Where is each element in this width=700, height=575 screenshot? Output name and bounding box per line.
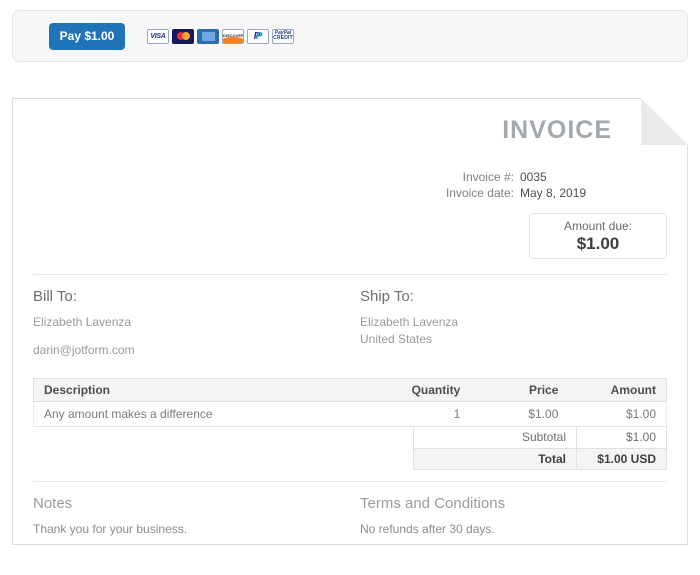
amount-due-box: Amount due: $1.00 (529, 213, 667, 259)
col-header-description: Description (32, 378, 401, 402)
paypal-p-back: P (253, 30, 261, 42)
paypal-credit-label-line1: PayPal (274, 30, 292, 36)
items-table-header-row: Description Quantity Price Amount (32, 378, 668, 402)
payment-bar: Pay $1.00 VISA DISCOVER P P PayPal (12, 10, 688, 62)
terms-text: No refunds after 30 days. (360, 522, 495, 536)
mastercard-icon (172, 28, 194, 44)
item-row: Any amount makes a difference 1 $1.00 $1… (32, 401, 668, 427)
discover-icon: DISCOVER (222, 28, 244, 44)
mastercard-yellow-circle (181, 32, 190, 40)
notes-heading: Notes (33, 495, 73, 512)
col-header-price: Price (470, 378, 569, 402)
discover-swoosh (223, 36, 243, 43)
mastercard-red-circle (176, 32, 185, 40)
notes-section: Notes Thank you for your business. (33, 495, 360, 536)
ship-to-name: Elizabeth Lavenza (360, 315, 459, 329)
invoice-meta: Invoice #: 0035 Invoice date: May 8, 201… (33, 169, 667, 201)
total-row: Total $1.00 USD (414, 448, 666, 469)
item-amount: $1.00 (568, 401, 668, 427)
visa-icon: VISA (147, 28, 169, 44)
paypal-p-front: P (255, 31, 263, 43)
item-quantity: 1 (400, 401, 471, 427)
paypal-credit-icon: PayPal CREDIT (272, 28, 294, 44)
invoice-date-row: Invoice date: May 8, 2019 (33, 185, 667, 201)
pay-button[interactable]: Pay $1.00 (49, 22, 125, 50)
invoice-number-row: Invoice #: 0035 (33, 169, 667, 185)
invoice-title: INVOICE (502, 116, 612, 144)
bill-to-email: darin@jotform.com (33, 343, 135, 357)
ship-to-section: Ship To: Elizabeth Lavenza United States (360, 288, 667, 357)
divider-top (33, 274, 667, 275)
paypal-icon: P P (247, 28, 269, 44)
subtotal-value: $1.00 (576, 427, 666, 448)
amex-icon (197, 28, 219, 44)
divider-bottom (33, 481, 667, 482)
invoice-number-label: Invoice #: (462, 170, 514, 184)
invoice-date-value: May 8, 2019 (520, 186, 587, 200)
folded-corner (641, 98, 688, 145)
accepted-cards: VISA DISCOVER P P PayPal CREDIT (147, 28, 294, 44)
bill-to-section: Bill To: Elizabeth Lavenza darin@jotform… (33, 288, 360, 357)
total-value: $1.00 USD (576, 449, 666, 469)
totals-section: Subtotal $1.00 Total $1.00 USD (413, 427, 667, 470)
payment-page: Pay $1.00 VISA DISCOVER P P PayPal (0, 10, 700, 545)
invoice-date-label: Invoice date: (445, 186, 514, 200)
terms-heading: Terms and Conditions (360, 495, 506, 512)
items-table: Description Quantity Price Amount Any am… (32, 378, 668, 427)
item-description: Any amount makes a difference (32, 401, 401, 427)
col-header-amount: Amount (568, 378, 668, 402)
address-section: Bill To: Elizabeth Lavenza darin@jotform… (33, 288, 667, 357)
bill-to-heading: Bill To: (33, 288, 77, 305)
subtotal-row: Subtotal $1.00 (414, 427, 666, 448)
bill-to-name: Elizabeth Lavenza (33, 315, 132, 329)
terms-section: Terms and Conditions No refunds after 30… (360, 495, 667, 536)
amount-due-label: Amount due: (563, 218, 633, 233)
item-price: $1.00 (470, 401, 569, 427)
visa-label: VISA (150, 32, 166, 40)
col-header-quantity: Quantity (400, 378, 471, 402)
invoice-document: INVOICE Invoice #: 0035 Invoice date: Ma… (12, 98, 688, 545)
paypal-credit-label-line2: CREDIT (273, 35, 293, 41)
invoice-number-value: 0035 (520, 170, 547, 184)
subtotal-label: Subtotal (521, 430, 566, 444)
amount-due-value: $1.00 (576, 233, 620, 253)
total-label: Total (538, 452, 566, 466)
discover-label: DISCOVER (223, 32, 244, 38)
amex-logo-block (201, 31, 215, 41)
footer-section: Notes Thank you for your business. Terms… (33, 495, 667, 536)
notes-text: Thank you for your business. (33, 522, 188, 536)
folded-corner-triangle (641, 98, 688, 145)
ship-to-heading: Ship To: (360, 288, 414, 305)
ship-to-country: United States (360, 332, 433, 346)
